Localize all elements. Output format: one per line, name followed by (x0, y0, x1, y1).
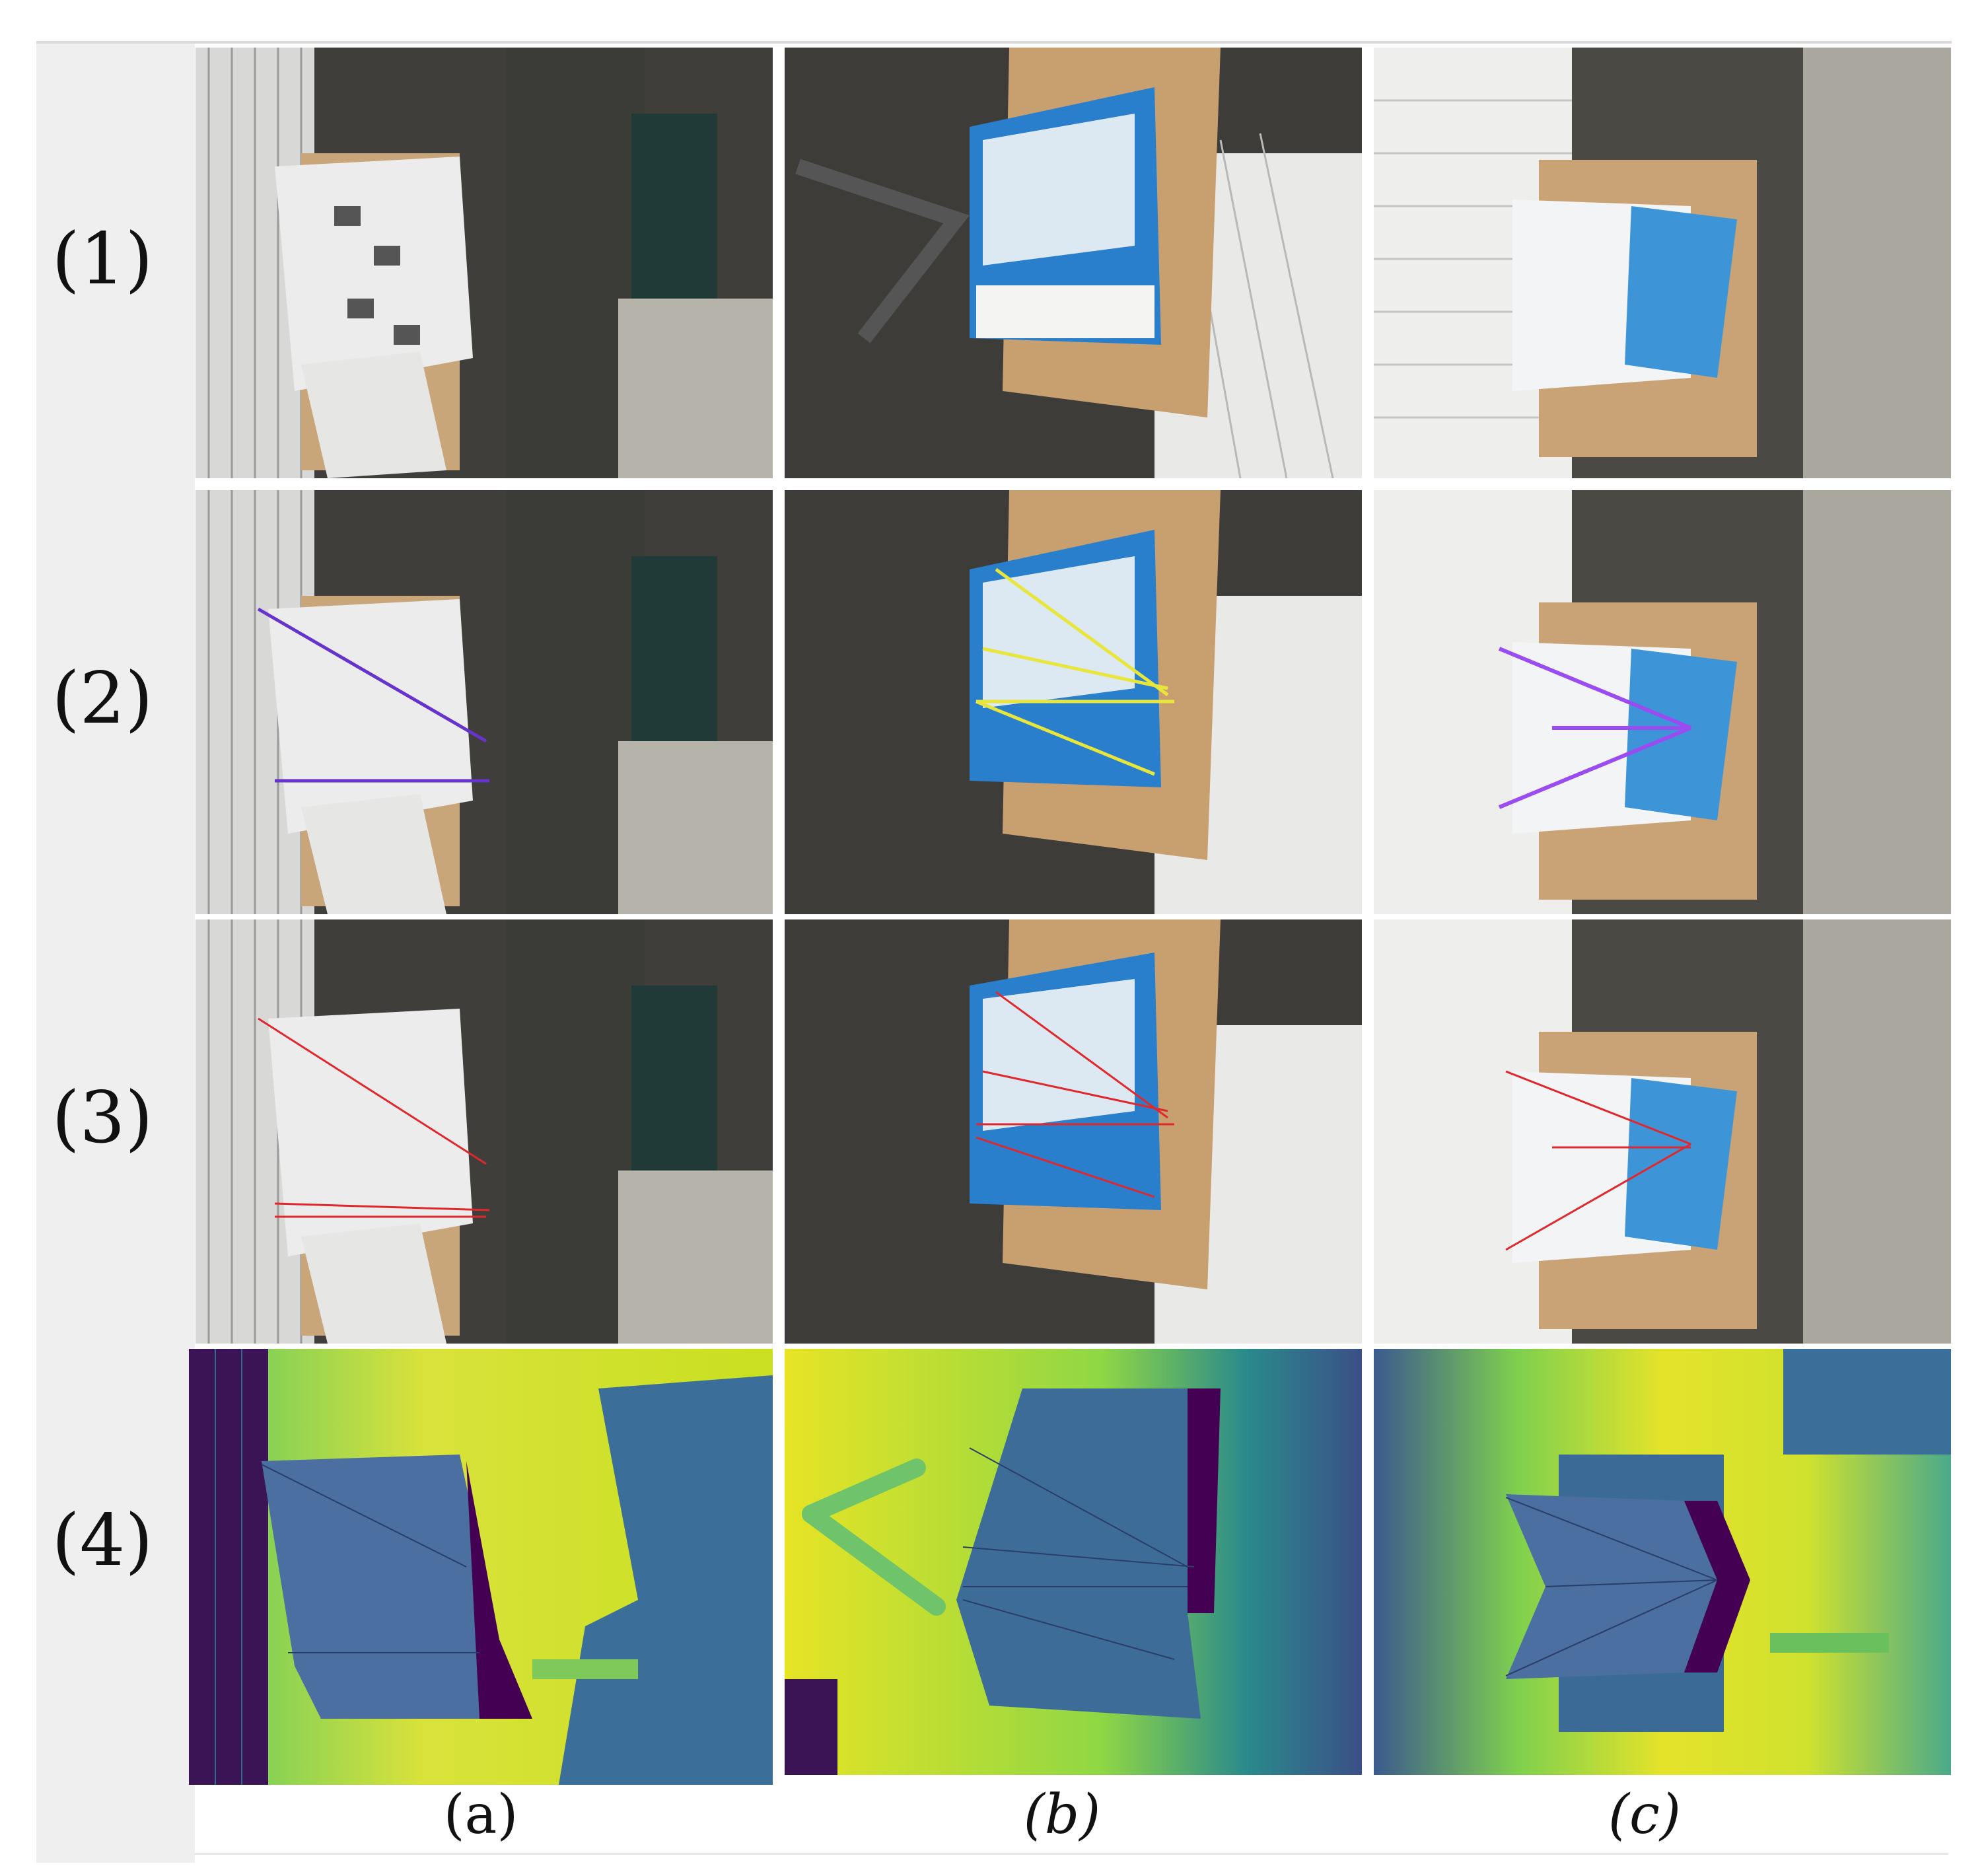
photo-2b-annotated (785, 490, 1362, 914)
figure-bottom-border (195, 1853, 1948, 1855)
label-column-background (36, 44, 195, 1863)
column-label-b: (b) (1023, 1783, 1101, 1846)
photo-1c (1374, 48, 1951, 478)
photo-3c-predicted (1374, 919, 1951, 1344)
photo-2a-annotated (195, 490, 773, 914)
column-label-c: (c) (1608, 1783, 1681, 1846)
column-label-a: (a) (443, 1783, 518, 1846)
depth-map-4a (189, 1349, 773, 1785)
photo-2c-annotated (1374, 490, 1951, 914)
row-label-4: (4) (52, 1499, 153, 1582)
depth-map-4b (785, 1349, 1362, 1775)
photo-1a (195, 48, 773, 478)
photo-3a-predicted (195, 919, 773, 1344)
photo-3b-predicted (785, 919, 1362, 1344)
row-label-2: (2) (52, 657, 153, 740)
row-label-3: (3) (52, 1077, 153, 1159)
depth-map-4c (1374, 1349, 1951, 1775)
figure-top-border (36, 41, 1952, 44)
row-label-1: (1) (52, 218, 153, 301)
photo-1b (785, 48, 1362, 478)
